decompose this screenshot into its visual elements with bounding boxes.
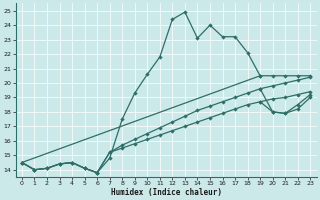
X-axis label: Humidex (Indice chaleur): Humidex (Indice chaleur)	[111, 188, 221, 197]
